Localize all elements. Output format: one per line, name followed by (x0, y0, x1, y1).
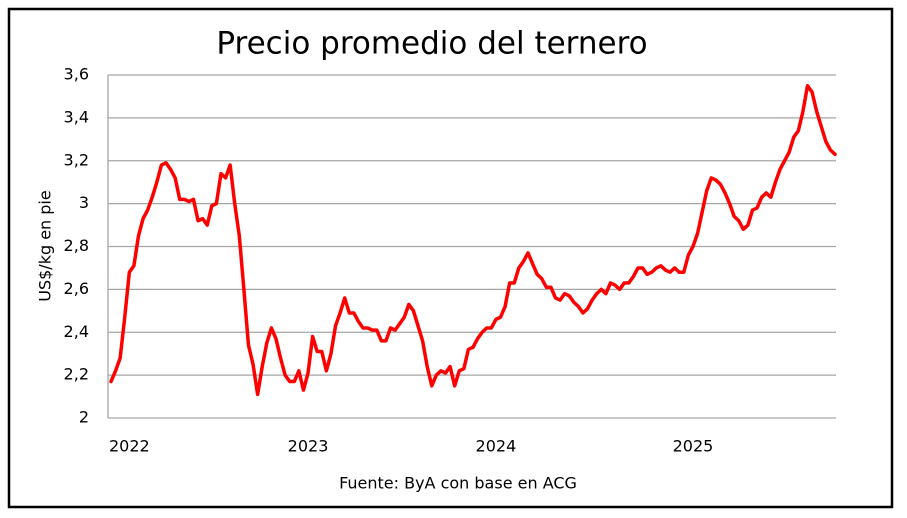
x-tick-label: 2023 (288, 437, 329, 456)
y-tick-label: 2,4 (64, 322, 89, 341)
chart-frame (7, 7, 894, 509)
y-axis-title: US$/kg en pie (36, 190, 55, 301)
y-tick-label: 3,2 (64, 150, 89, 169)
y-tick-label: 3,6 (64, 65, 89, 84)
x-tick-label: 2025 (673, 437, 714, 456)
y-tick-label: 2,6 (64, 279, 89, 298)
y-tick-label: 3 (79, 193, 89, 212)
x-tick-label: 2022 (109, 437, 150, 456)
chart-title: Precio promedio del ternero (216, 26, 647, 62)
y-tick-label: 3,4 (64, 107, 89, 126)
marks (109, 83, 837, 397)
y-tick-label: 2,2 (64, 365, 89, 384)
y-tick-label: 2,8 (64, 236, 89, 255)
grid (108, 74, 836, 419)
data-line (109, 83, 837, 397)
y-tick-label: 2 (79, 408, 89, 427)
x-tick-label: 2024 (476, 437, 517, 456)
source-note: Fuente: ByA con base en ACG (339, 474, 577, 493)
